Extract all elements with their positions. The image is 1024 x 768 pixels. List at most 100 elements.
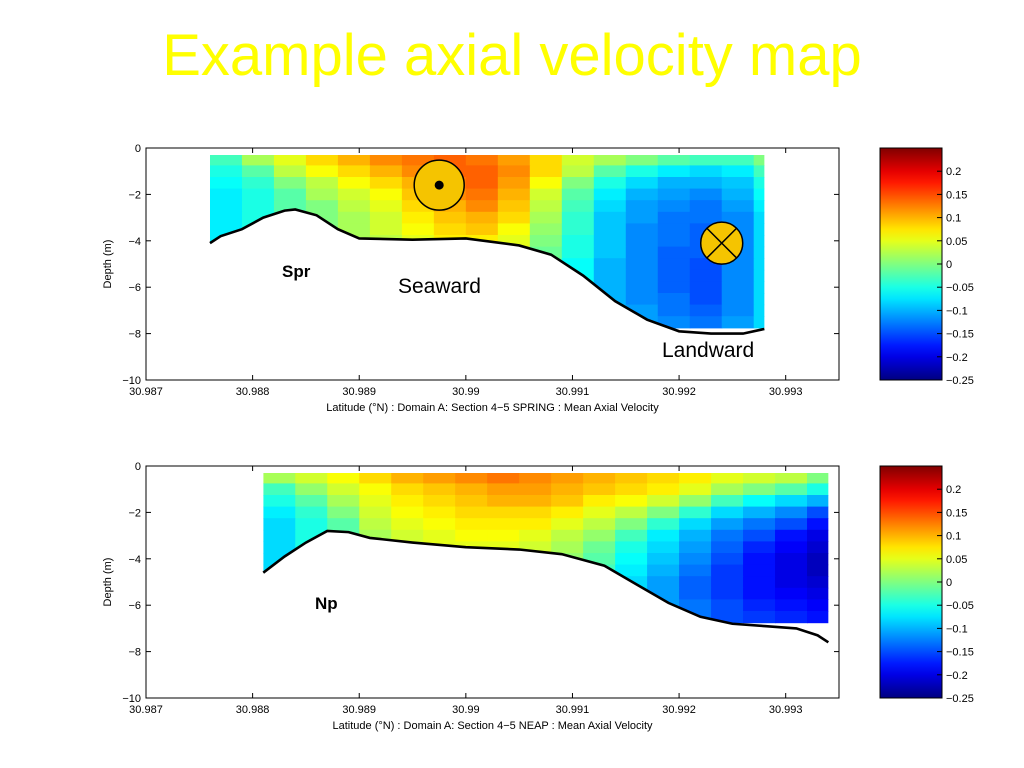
velocity-cell: [359, 587, 392, 600]
velocity-cell: [455, 495, 488, 508]
velocity-cell: [263, 472, 296, 484]
velocity-cell: [679, 576, 712, 589]
velocity-cell: [625, 200, 659, 213]
seaward-label: Seaward: [398, 275, 481, 298]
velocity-cell: [337, 188, 371, 201]
velocity-cell: [295, 576, 328, 589]
velocity-cell: [807, 518, 829, 531]
velocity-cell: [209, 211, 243, 224]
velocity-cell: [519, 564, 552, 577]
velocity-field-top: [209, 154, 765, 329]
velocity-cell: [391, 518, 424, 531]
velocity-cell: [711, 587, 744, 600]
velocity-cell: [807, 495, 829, 508]
velocity-cell: [743, 541, 776, 554]
velocity-cell: [423, 599, 456, 612]
velocity-cell: [337, 293, 371, 306]
colorbar-tick-label: −0.2: [946, 670, 968, 682]
velocity-cell: [295, 518, 328, 531]
spring-tide-label: Spr: [282, 262, 311, 281]
velocity-cell: [487, 495, 520, 508]
velocity-cell: [615, 472, 648, 484]
velocity-cell: [327, 506, 360, 519]
velocity-cell: [337, 316, 371, 329]
colorbar-bottom: [879, 465, 943, 699]
velocity-cell: [689, 281, 723, 294]
velocity-cell: [369, 177, 403, 190]
velocity-cell: [753, 293, 765, 306]
velocity-cell: [583, 541, 616, 554]
colorbar-tick-label: −0.15: [946, 647, 974, 659]
velocity-cell: [657, 281, 691, 294]
velocity-cell: [497, 177, 531, 190]
velocity-cell: [561, 188, 595, 201]
velocity-cell: [753, 200, 765, 213]
velocity-cell: [401, 154, 435, 166]
velocity-cell: [337, 200, 371, 213]
velocity-cell: [305, 177, 339, 190]
colorbar-tick-label: 0.2: [946, 166, 961, 178]
velocity-cell: [657, 246, 691, 259]
velocity-cell: [305, 200, 339, 213]
velocity-cell: [423, 483, 456, 496]
velocity-cell: [273, 246, 307, 259]
velocity-cell: [551, 529, 584, 542]
velocity-cell: [561, 154, 595, 166]
velocity-cell: [529, 211, 563, 224]
velocity-cell: [625, 211, 659, 224]
velocity-cell: [775, 506, 808, 519]
velocity-cell: [529, 269, 563, 282]
velocity-cell: [551, 576, 584, 589]
velocity-cell: [263, 483, 296, 496]
velocity-cell: [401, 211, 435, 224]
velocity-cell: [529, 177, 563, 190]
velocity-cell: [721, 269, 755, 282]
velocity-cell: [753, 269, 765, 282]
velocity-cell: [209, 188, 243, 201]
velocity-cell: [305, 165, 339, 178]
velocity-cell: [679, 541, 712, 554]
velocity-field-bottom: [263, 472, 829, 624]
velocity-cell: [401, 235, 435, 248]
velocity-cell: [711, 518, 744, 531]
velocity-cell: [583, 506, 616, 519]
velocity-cell: [423, 553, 456, 566]
velocity-cell: [625, 165, 659, 178]
velocity-cell: [551, 506, 584, 519]
velocity-cell: [647, 483, 680, 496]
velocity-cell: [647, 518, 680, 531]
velocity-cell: [615, 553, 648, 566]
plot-frame-top: [145, 147, 840, 381]
velocity-cell: [465, 304, 499, 317]
velocity-cell: [359, 506, 392, 519]
y-tick-label: −6: [128, 282, 141, 294]
velocity-cell: [359, 518, 392, 531]
velocity-cell: [657, 258, 691, 271]
velocity-cell: [497, 154, 531, 166]
velocity-cell: [337, 223, 371, 236]
velocity-cell: [657, 269, 691, 282]
velocity-cell: [583, 529, 616, 542]
velocity-cell: [647, 564, 680, 577]
velocity-cell: [519, 472, 552, 484]
velocity-cell: [625, 177, 659, 190]
velocity-cell: [209, 293, 243, 306]
velocity-cell: [679, 599, 712, 612]
velocity-cell: [689, 293, 723, 306]
velocity-cell: [465, 154, 499, 166]
velocity-cell: [647, 553, 680, 566]
velocity-cell: [327, 576, 360, 589]
velocity-cell: [359, 611, 392, 624]
velocity-cell: [593, 211, 627, 224]
velocity-cell: [497, 165, 531, 178]
velocity-cell: [721, 177, 755, 190]
velocity-cell: [273, 293, 307, 306]
velocity-cell: [711, 576, 744, 589]
velocity-cell: [583, 576, 616, 589]
colorbar-tick-label: −0.15: [946, 329, 974, 341]
velocity-cell: [593, 165, 627, 178]
velocity-cell: [209, 269, 243, 282]
velocity-cell: [433, 235, 467, 248]
x-tick-label: 30.989: [342, 704, 376, 716]
velocity-cell: [273, 223, 307, 236]
